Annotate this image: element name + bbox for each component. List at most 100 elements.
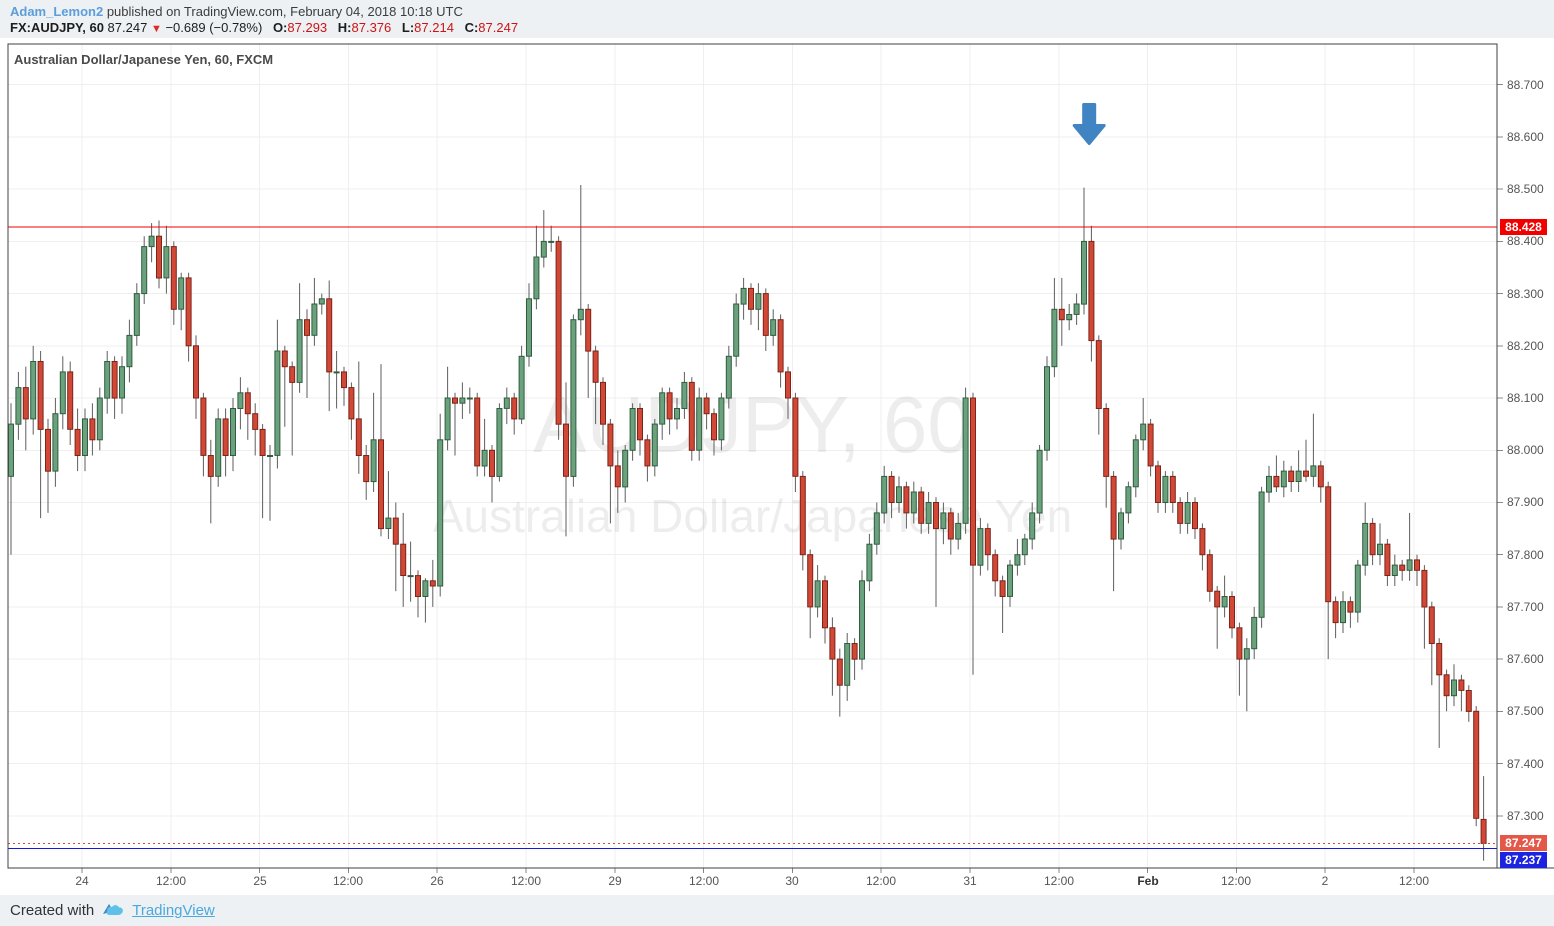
- candle: [59, 356, 66, 430]
- candle: [1354, 559, 1361, 623]
- candle: [126, 319, 133, 383]
- candle: [1221, 575, 1228, 618]
- candle: [503, 387, 510, 425]
- price-tick-label: 87.400: [1507, 757, 1544, 771]
- price-tick-label: 87.300: [1507, 809, 1544, 823]
- footer-bar: Created with TradingView: [0, 895, 1554, 926]
- candle: [1391, 554, 1398, 586]
- tradingview-link[interactable]: TradingView: [132, 902, 215, 919]
- svg-text:Australian Dollar/Japanese Yen: Australian Dollar/Japanese Yen: [433, 490, 1072, 542]
- candle: [1266, 465, 1272, 503]
- candle: [111, 356, 118, 419]
- candle: [133, 283, 140, 346]
- candle: [548, 225, 555, 252]
- candle: [459, 382, 466, 419]
- candle: [193, 335, 199, 419]
- candle: [563, 382, 569, 537]
- close-value: 87.247: [478, 20, 519, 35]
- candle: [45, 418, 51, 513]
- candle: [740, 277, 747, 320]
- open-label: O:: [272, 20, 288, 35]
- candle: [629, 403, 636, 461]
- top-bar: Adam_Lemon2 published on TradingView.com…: [0, 0, 1554, 38]
- candle: [681, 371, 688, 419]
- candle: [1399, 559, 1406, 581]
- candle: [592, 345, 599, 425]
- candle: [1436, 638, 1443, 748]
- candle: [1155, 460, 1161, 513]
- close-label: C:: [464, 20, 479, 35]
- candle: [1103, 403, 1110, 508]
- candle: [1110, 471, 1117, 592]
- candle: [304, 309, 310, 398]
- candle: [666, 387, 673, 435]
- candle: [762, 288, 769, 351]
- price-tick-label: 87.800: [1507, 548, 1544, 562]
- price-tick-label: 87.500: [1507, 704, 1544, 718]
- last-price: 87.247: [107, 20, 148, 35]
- candle: [407, 541, 414, 602]
- candle: [274, 319, 281, 469]
- candle: [67, 361, 74, 445]
- candle: [1243, 638, 1250, 712]
- candle: [947, 507, 954, 555]
- candle: [962, 387, 969, 534]
- candle: [318, 293, 325, 315]
- time-tick-label: 2: [1321, 874, 1329, 888]
- candle: [289, 361, 296, 456]
- time-tick-label: 26: [430, 874, 444, 888]
- candle: [1036, 445, 1043, 524]
- candle: [1206, 549, 1213, 602]
- candle: [370, 392, 377, 492]
- candle: [607, 418, 614, 524]
- candle: [659, 387, 666, 440]
- candle: [970, 392, 976, 675]
- candle: [999, 575, 1006, 633]
- candle: [1273, 455, 1280, 492]
- price-tick-label: 88.400: [1507, 234, 1544, 248]
- candle: [1251, 606, 1258, 660]
- price-tick-label: 88.600: [1507, 130, 1544, 144]
- candle: [1140, 398, 1147, 451]
- time-tick-label: 12:00: [865, 874, 897, 888]
- candle: [644, 434, 651, 482]
- candle: [1132, 434, 1139, 498]
- candle: [1229, 591, 1235, 639]
- username-link[interactable]: Adam_Lemon2: [10, 4, 104, 19]
- candle: [992, 549, 999, 597]
- candle: [422, 578, 429, 623]
- high-value: 87.376: [351, 20, 392, 35]
- candle: [185, 272, 192, 362]
- candle: [896, 476, 902, 513]
- candle: [1414, 554, 1420, 586]
- candle: [651, 418, 658, 477]
- price-tick-label: 88.700: [1507, 78, 1544, 92]
- candle: [526, 283, 532, 367]
- candle: [799, 471, 806, 571]
- candle: [873, 502, 880, 555]
- candle: [496, 403, 503, 482]
- candle: [429, 559, 436, 607]
- candle: [955, 512, 962, 550]
- candle: [1406, 512, 1413, 581]
- candle: [777, 314, 784, 388]
- candle: [533, 225, 540, 310]
- candle: [252, 403, 259, 456]
- candle: [311, 277, 318, 346]
- time-tick-label: 12:00: [688, 874, 720, 888]
- time-tick-label: 30: [785, 874, 799, 888]
- candle: [178, 272, 185, 331]
- candle: [1095, 335, 1102, 435]
- candle: [489, 445, 495, 503]
- price-tick-label: 88.100: [1507, 391, 1544, 405]
- candle: [281, 345, 288, 427]
- candle: [518, 345, 525, 425]
- candle: [1051, 277, 1058, 378]
- price-tick-label: 87.900: [1507, 495, 1544, 509]
- svg-text:AUDJPY, 60: AUDJPY, 60: [533, 380, 972, 469]
- time-tick-label: 31: [963, 874, 977, 888]
- down-arrow-annotation: [1072, 103, 1106, 146]
- candle: [1465, 685, 1472, 722]
- time-tick-label: 12:00: [1043, 874, 1075, 888]
